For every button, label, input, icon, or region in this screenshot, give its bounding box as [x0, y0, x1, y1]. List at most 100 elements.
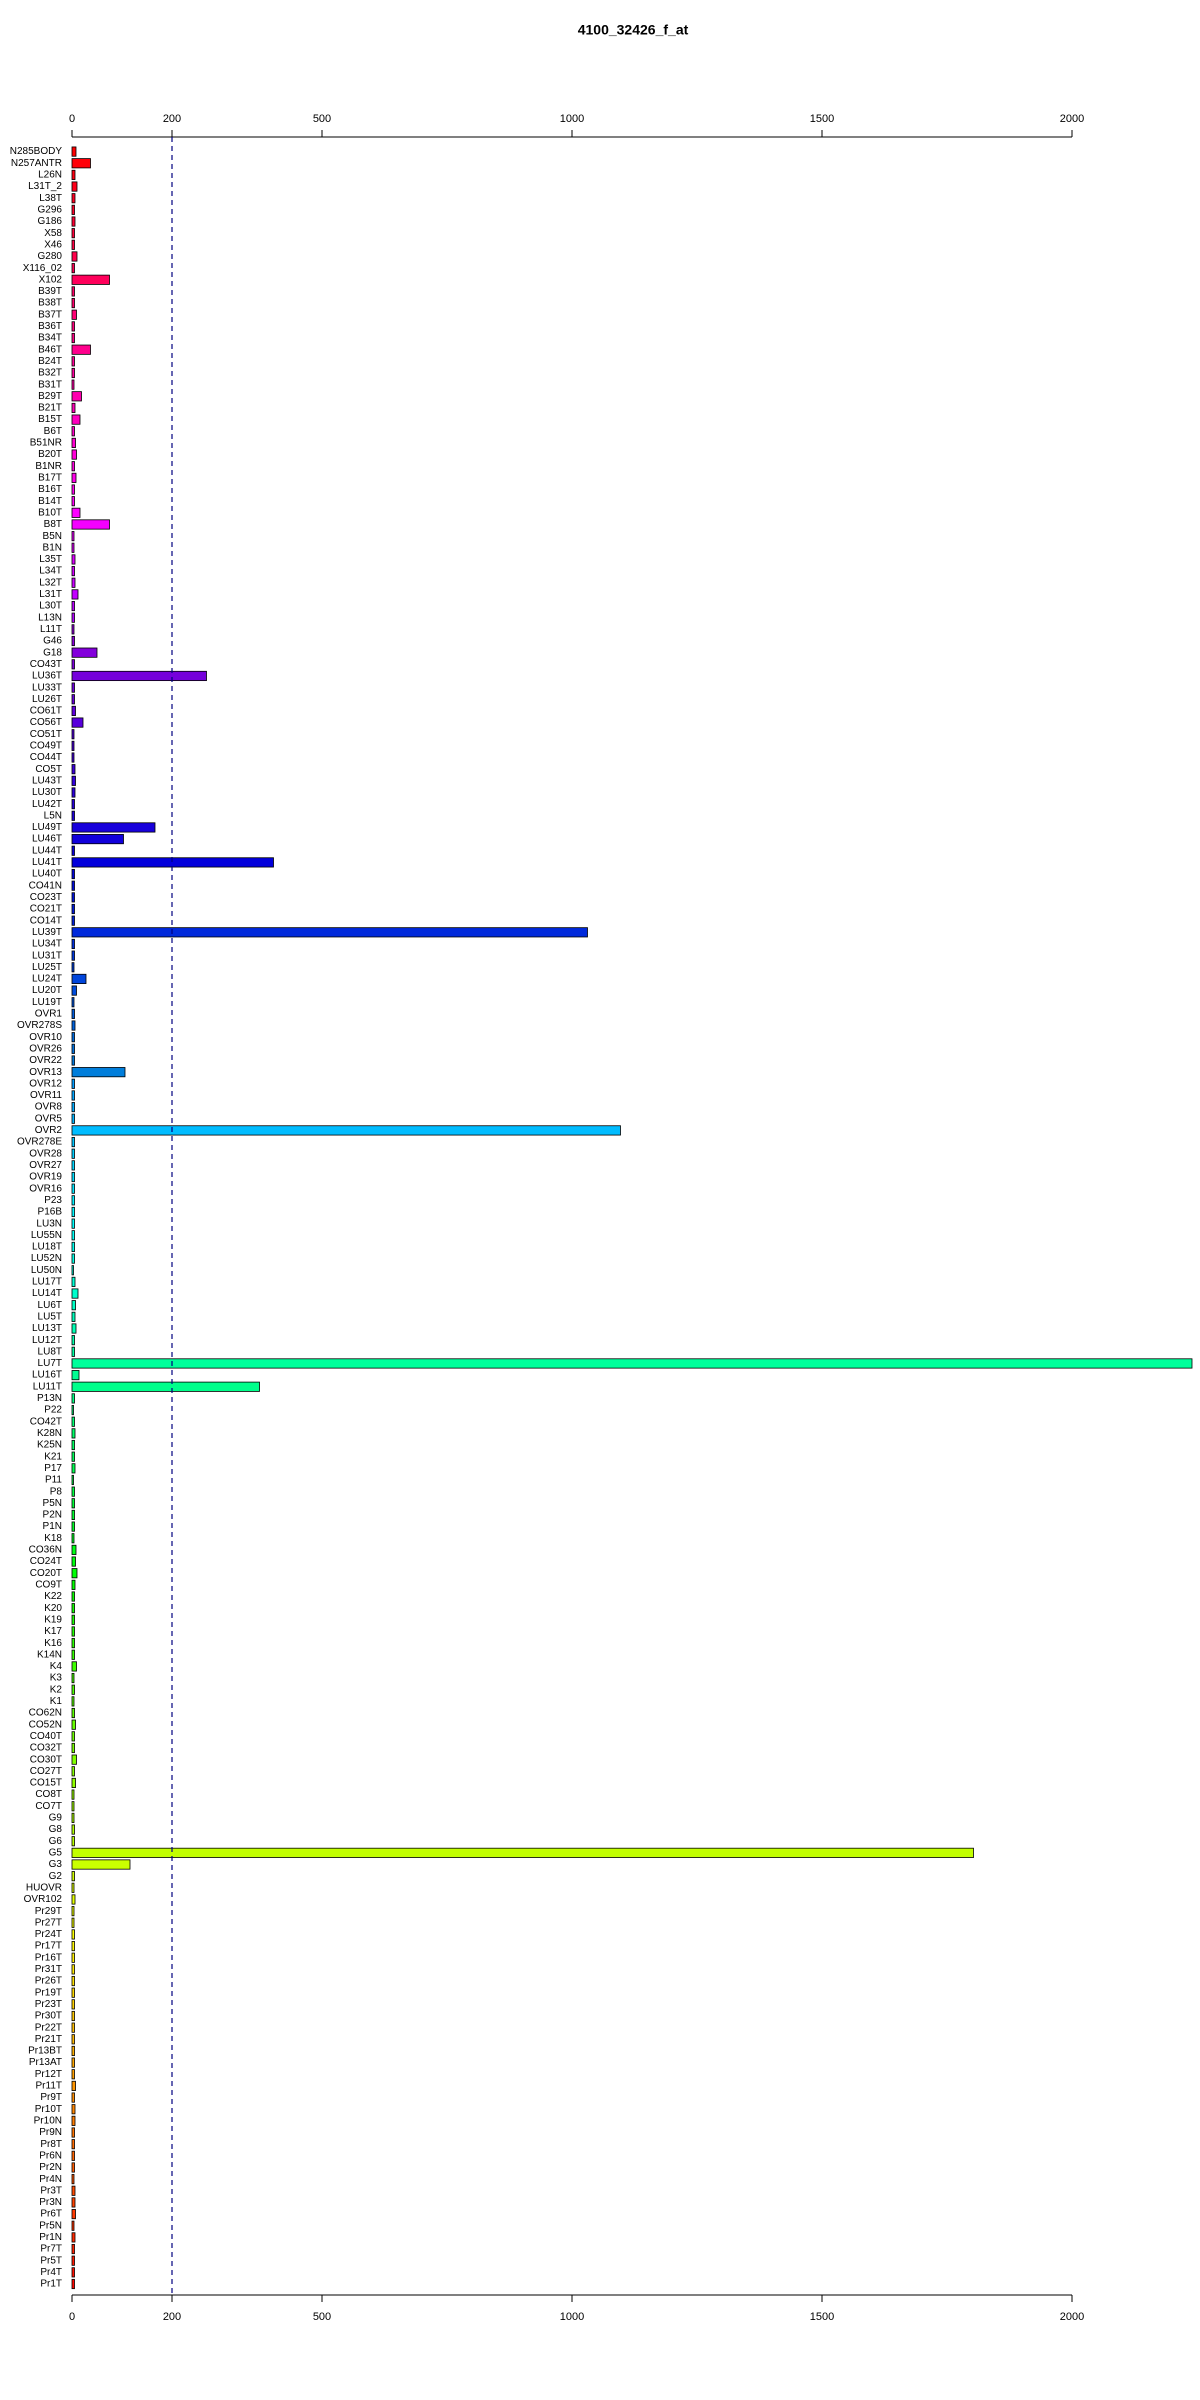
bar: [71, 216, 76, 227]
category-label: B39T: [38, 286, 62, 297]
bar: [71, 962, 75, 973]
category-label: OVR1: [35, 1009, 63, 1020]
bar: [71, 1614, 75, 1625]
bar: [71, 2255, 75, 2266]
category-label: CO21T: [30, 904, 62, 915]
category-label: Pr2N: [39, 2162, 62, 2173]
bar: [71, 1801, 75, 1812]
bar: [71, 2045, 75, 2057]
category-label: K19: [44, 1614, 62, 1625]
category-label: LU14T: [32, 1288, 62, 1299]
category-label: LU31T: [32, 950, 62, 961]
bar: [71, 344, 91, 355]
category-label: Pr10N: [34, 2116, 62, 2127]
bar: [71, 2209, 76, 2220]
bar: [71, 1183, 75, 1194]
bar: [71, 542, 75, 553]
category-label: B20T: [38, 449, 62, 460]
category-label: B34T: [38, 333, 62, 344]
bar: [71, 507, 81, 518]
category-label: G9: [49, 1813, 63, 1824]
bar: [71, 286, 75, 297]
bar: [71, 1626, 75, 1637]
bar: [71, 868, 75, 880]
category-label: K14N: [37, 1649, 62, 1660]
bar: [71, 367, 75, 379]
bar: [71, 554, 76, 565]
bar: [71, 519, 110, 530]
bar: [71, 2267, 75, 2278]
bar: [71, 1020, 76, 1031]
chart-title: 4100_32426_f_at: [578, 22, 689, 38]
bar: [71, 2034, 75, 2045]
bar: [71, 1323, 77, 1334]
bar: [71, 903, 75, 915]
bar: [71, 1102, 75, 1113]
category-label: Pr9T: [40, 2092, 62, 2103]
x-tick-label: 500: [313, 113, 331, 125]
bar: [71, 263, 75, 274]
category-label: OVR19: [29, 1172, 62, 1183]
bar: [71, 950, 75, 961]
category-label: CO24T: [30, 1556, 62, 1567]
category-label: CO7T: [35, 1801, 62, 1812]
category-label: P17: [44, 1463, 62, 1474]
bar: [71, 1276, 76, 1287]
bar: [71, 1999, 75, 2010]
category-label: LU20T: [32, 985, 62, 996]
category-label: Pr12T: [35, 2069, 62, 2080]
category-label: LU7T: [38, 1358, 62, 1369]
bar: [71, 321, 75, 332]
bar: [71, 1090, 75, 1101]
bar: [71, 717, 84, 728]
bar: [71, 1742, 75, 1754]
bar: [71, 472, 77, 483]
bar: [71, 2139, 75, 2150]
bar: [71, 845, 75, 856]
category-label: G46: [43, 636, 62, 647]
bar: [71, 274, 110, 285]
category-label: L5N: [44, 810, 62, 821]
category-label: CO15T: [30, 1778, 62, 1789]
category-label: L11T: [40, 624, 62, 635]
category-label: CO36N: [29, 1545, 62, 1556]
category-label: B1NR: [35, 461, 62, 472]
category-label: LU42T: [32, 799, 62, 810]
bar: [71, 2104, 76, 2115]
category-label: N285BODY: [10, 146, 63, 157]
bar: [71, 1439, 75, 1451]
bar: [71, 577, 76, 588]
bar: [71, 193, 76, 204]
bar: [71, 1393, 75, 1404]
category-label: K3: [50, 1673, 63, 1684]
bar: [71, 146, 77, 157]
bar: [71, 2080, 76, 2091]
category-label: Pr26T: [35, 1976, 62, 1987]
bar: [71, 1335, 75, 1346]
bar: [71, 2127, 75, 2138]
category-label: B1N: [43, 542, 62, 553]
bar: [71, 1684, 75, 1695]
bar: [71, 181, 78, 192]
category-label: CO32T: [30, 1743, 62, 1754]
bar: [71, 2115, 76, 2126]
category-label: LU41T: [32, 857, 62, 868]
bar: [71, 1206, 75, 1218]
category-label: LU49T: [32, 822, 62, 833]
category-label: L32T: [39, 577, 62, 588]
bar: [71, 892, 75, 903]
bar: [71, 1171, 75, 1183]
category-label: L26N: [38, 170, 62, 181]
category-label: OVR12: [29, 1078, 62, 1089]
category-label: G18: [43, 647, 62, 658]
bar: [71, 1055, 75, 1066]
category-label: CO49T: [30, 741, 62, 752]
category-label: OVR22: [29, 1055, 62, 1066]
category-label: B46T: [38, 344, 62, 355]
bar: [71, 298, 75, 309]
category-label: LU26T: [32, 694, 62, 705]
bar: [71, 635, 75, 647]
category-label: Pr3T: [40, 2185, 62, 2196]
category-label: Pr4N: [39, 2174, 62, 2185]
category-label: P23: [44, 1195, 62, 1206]
